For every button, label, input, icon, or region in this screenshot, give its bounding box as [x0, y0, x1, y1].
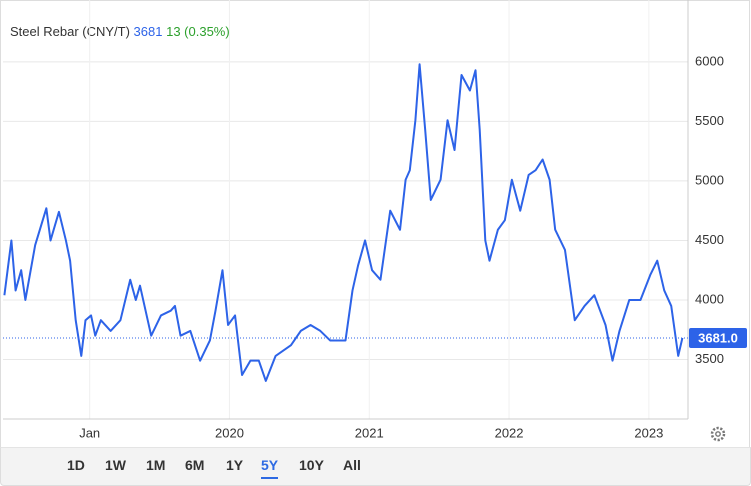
x-tick-label: 2023	[634, 425, 663, 440]
price: 3681	[134, 24, 163, 39]
y-tick-label: 4000	[695, 291, 724, 306]
x-tick-label: 2022	[495, 425, 524, 440]
chart-title: Steel Rebar (CNY/T) 3681 13 (0.35%)	[10, 24, 230, 39]
range-button[interactable]: 6M	[185, 457, 205, 473]
price-line	[3, 63, 684, 382]
range-button[interactable]: 5Y	[261, 457, 279, 479]
gear-inner	[715, 431, 721, 437]
price-tag	[689, 327, 747, 348]
range-button[interactable]: 10Y	[299, 457, 324, 473]
range-button[interactable]: 1D	[67, 457, 85, 473]
x-tick-label: Jan	[79, 425, 100, 440]
x-tick-label: 2021	[355, 425, 384, 440]
y-tick-label: 4500	[695, 232, 724, 247]
y-tick-label: 6000	[695, 53, 724, 68]
range-button[interactable]: 1W	[105, 457, 126, 473]
settings-icon[interactable]	[710, 426, 726, 442]
gear-outer	[710, 426, 726, 442]
y-tick-label: 3500	[695, 351, 724, 366]
y-tick-label: 5500	[695, 113, 724, 128]
instrument-name: Steel Rebar (CNY/T)	[10, 24, 130, 39]
change: 13 (0.35%)	[166, 24, 230, 39]
y-tick-label: 5000	[695, 172, 724, 187]
frame	[0, 0, 750, 447]
range-button[interactable]: 1M	[146, 457, 166, 473]
range-toolbar: 1D 1W 1M 6M 1Y 5Y 10Y All	[0, 447, 751, 486]
range-button[interactable]: 1Y	[226, 457, 244, 473]
range-button[interactable]: All	[343, 457, 361, 473]
chart: Steel Rebar (CNY/T) 3681 13 (0.35%) 3500…	[0, 0, 750, 447]
x-tick-label: 2020	[215, 425, 244, 440]
price-tag-label: 3681.0	[698, 330, 738, 345]
